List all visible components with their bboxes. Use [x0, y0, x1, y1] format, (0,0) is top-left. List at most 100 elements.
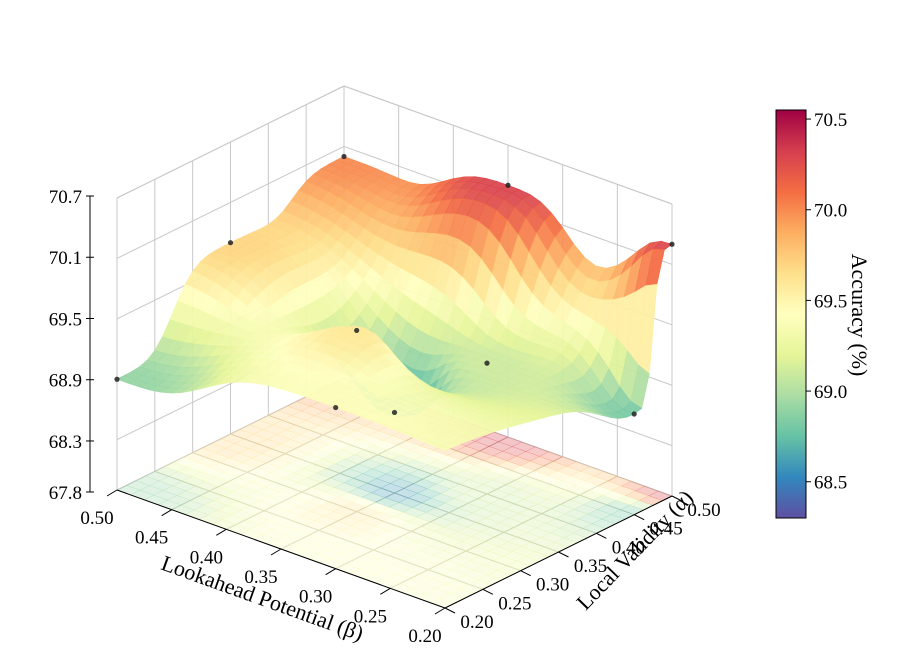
floor-cell	[537, 475, 563, 486]
floor-cell	[413, 559, 439, 570]
alpha-tick-label: 0.40	[612, 537, 645, 558]
floor-cell	[381, 459, 406, 470]
alpha-tick-label: 0.50	[687, 500, 720, 521]
floor-cell	[263, 505, 288, 516]
floor-cell	[460, 455, 485, 466]
floor-cell	[370, 487, 396, 498]
floor-cell	[172, 480, 197, 492]
floor-cell	[374, 497, 400, 508]
floor-cell	[348, 463, 374, 474]
floor-cell	[438, 536, 463, 547]
beta-tick-label: 0.35	[244, 567, 277, 588]
floor-cell	[422, 578, 447, 590]
floor-cell	[304, 415, 329, 426]
floor-cell	[295, 420, 320, 431]
floor-cell	[317, 444, 342, 455]
floor-cell	[326, 544, 352, 555]
floor-cell	[242, 457, 267, 468]
floor-cell	[265, 458, 291, 469]
floor-cell	[424, 531, 449, 542]
floor-cell	[428, 540, 453, 552]
floor-cell	[454, 469, 480, 480]
floor-cell	[545, 518, 570, 529]
floor-cell	[568, 518, 593, 529]
floor-cell	[541, 508, 566, 519]
floor-cell	[291, 491, 317, 502]
floor-cell	[543, 461, 568, 472]
data-point	[341, 153, 347, 160]
floor-cell	[262, 424, 287, 435]
floor-cell	[486, 489, 511, 500]
alpha-tick-label: 0.25	[498, 593, 531, 614]
floor-cell	[358, 563, 383, 575]
floor-cell	[560, 475, 586, 486]
floor-cell	[286, 505, 312, 517]
floor-cell	[451, 541, 477, 552]
floor-cell	[371, 568, 397, 580]
floor-cell	[431, 574, 457, 585]
floor-cell	[182, 452, 207, 463]
floor-cell	[313, 515, 339, 526]
floor-cell	[271, 419, 297, 431]
floor-cell	[414, 535, 440, 547]
floor-cell	[338, 492, 363, 503]
floor-cell	[268, 491, 294, 502]
floor-cell	[359, 435, 384, 446]
floor-cell	[284, 448, 309, 459]
floor-cell	[508, 513, 533, 524]
beta-tick-label: 0.30	[299, 587, 332, 608]
floor-cell	[321, 453, 346, 465]
floor-cell	[260, 472, 285, 483]
floor-cell	[484, 536, 509, 547]
floor-cell	[411, 502, 437, 513]
floor-cell	[440, 488, 465, 499]
floor-cell	[569, 494, 594, 505]
floor-cell	[593, 471, 618, 482]
floor-cell	[356, 506, 381, 517]
floor-cell	[404, 564, 429, 575]
floor-cell	[200, 466, 225, 478]
floor-cell	[222, 490, 247, 502]
floor-cell	[536, 499, 562, 510]
floor-cell	[505, 479, 530, 490]
floor-cell	[217, 505, 242, 516]
floor-cell	[298, 453, 323, 464]
floor-cell	[502, 446, 527, 457]
floor-cell	[398, 497, 423, 508]
floor-cell	[448, 507, 473, 518]
floor-cell	[431, 469, 457, 480]
floor-cell	[379, 506, 404, 518]
floor-cell	[334, 458, 360, 469]
floor-cell	[295, 525, 320, 536]
floor-cell	[480, 527, 505, 538]
floor-cell	[430, 493, 456, 504]
floor-cell	[382, 435, 407, 446]
floor-cell	[377, 554, 402, 565]
floor-cell	[372, 545, 398, 556]
floor-cell	[467, 498, 492, 509]
floor-cell	[587, 509, 612, 520]
data-point	[631, 411, 637, 417]
floor-cell	[215, 447, 240, 459]
floor-cell	[296, 501, 321, 512]
z-tick-label: 70.1	[49, 248, 82, 269]
floor-cell	[474, 541, 500, 552]
floor-cell	[166, 495, 192, 506]
floor-cell	[322, 534, 347, 546]
floor-cell	[375, 473, 401, 484]
floor-cell	[465, 441, 490, 452]
floor-cell	[405, 540, 430, 551]
floor-cell	[527, 503, 552, 514]
floor-cell	[395, 545, 421, 556]
floor-cell	[313, 410, 339, 422]
floor-cell	[240, 505, 265, 516]
colorbar-label: Accuracy (%)	[847, 254, 872, 377]
floor-cell	[385, 468, 410, 480]
floor-cell	[270, 443, 296, 454]
floor-cell	[274, 477, 299, 488]
floor-cell	[238, 448, 263, 459]
data-point	[354, 327, 360, 334]
floor-cell	[349, 544, 375, 555]
floor-cell	[353, 449, 379, 460]
floor-cell	[380, 483, 405, 494]
